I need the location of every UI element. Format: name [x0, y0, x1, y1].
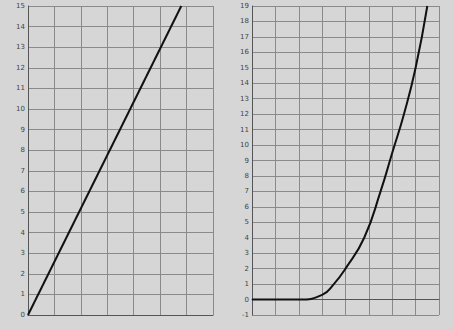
svg-text:8: 8: [245, 172, 249, 180]
svg-text:12: 12: [240, 110, 249, 118]
svg-text:4: 4: [245, 234, 250, 242]
svg-text:11: 11: [240, 126, 249, 134]
svg-text:10: 10: [240, 141, 249, 149]
svg-text:19: 19: [240, 2, 249, 10]
svg-text:16: 16: [240, 48, 249, 56]
svg-text:4: 4: [21, 229, 26, 237]
svg-text:11: 11: [16, 84, 25, 92]
svg-text:2: 2: [21, 270, 25, 278]
svg-text:6: 6: [245, 203, 250, 211]
svg-text:5: 5: [21, 208, 25, 216]
svg-text:13: 13: [240, 95, 249, 103]
svg-text:0: 0: [21, 311, 25, 319]
svg-text:15: 15: [16, 2, 25, 10]
svg-text:1: 1: [245, 280, 249, 288]
svg-text:5: 5: [245, 218, 249, 226]
svg-text:7: 7: [21, 167, 25, 175]
svg-text:14: 14: [240, 79, 249, 87]
svg-text:12: 12: [16, 64, 25, 72]
svg-text:3: 3: [245, 249, 249, 257]
svg-text:1: 1: [21, 290, 25, 298]
svg-text:13: 13: [16, 43, 25, 51]
svg-text:0: 0: [245, 296, 249, 304]
svg-text:10: 10: [16, 105, 25, 113]
svg-text:3: 3: [21, 249, 25, 257]
svg-text:18: 18: [240, 17, 249, 25]
svg-text:8: 8: [21, 146, 25, 154]
svg-text:6: 6: [21, 187, 26, 195]
svg-text:14: 14: [16, 23, 25, 31]
svg-text:2: 2: [245, 265, 249, 273]
svg-text:15: 15: [240, 64, 249, 72]
svg-text:9: 9: [245, 157, 249, 165]
svg-text:9: 9: [21, 126, 25, 134]
svg-text:7: 7: [245, 187, 249, 195]
svg-text:17: 17: [240, 33, 249, 41]
svg-text:-1: -1: [242, 311, 249, 319]
